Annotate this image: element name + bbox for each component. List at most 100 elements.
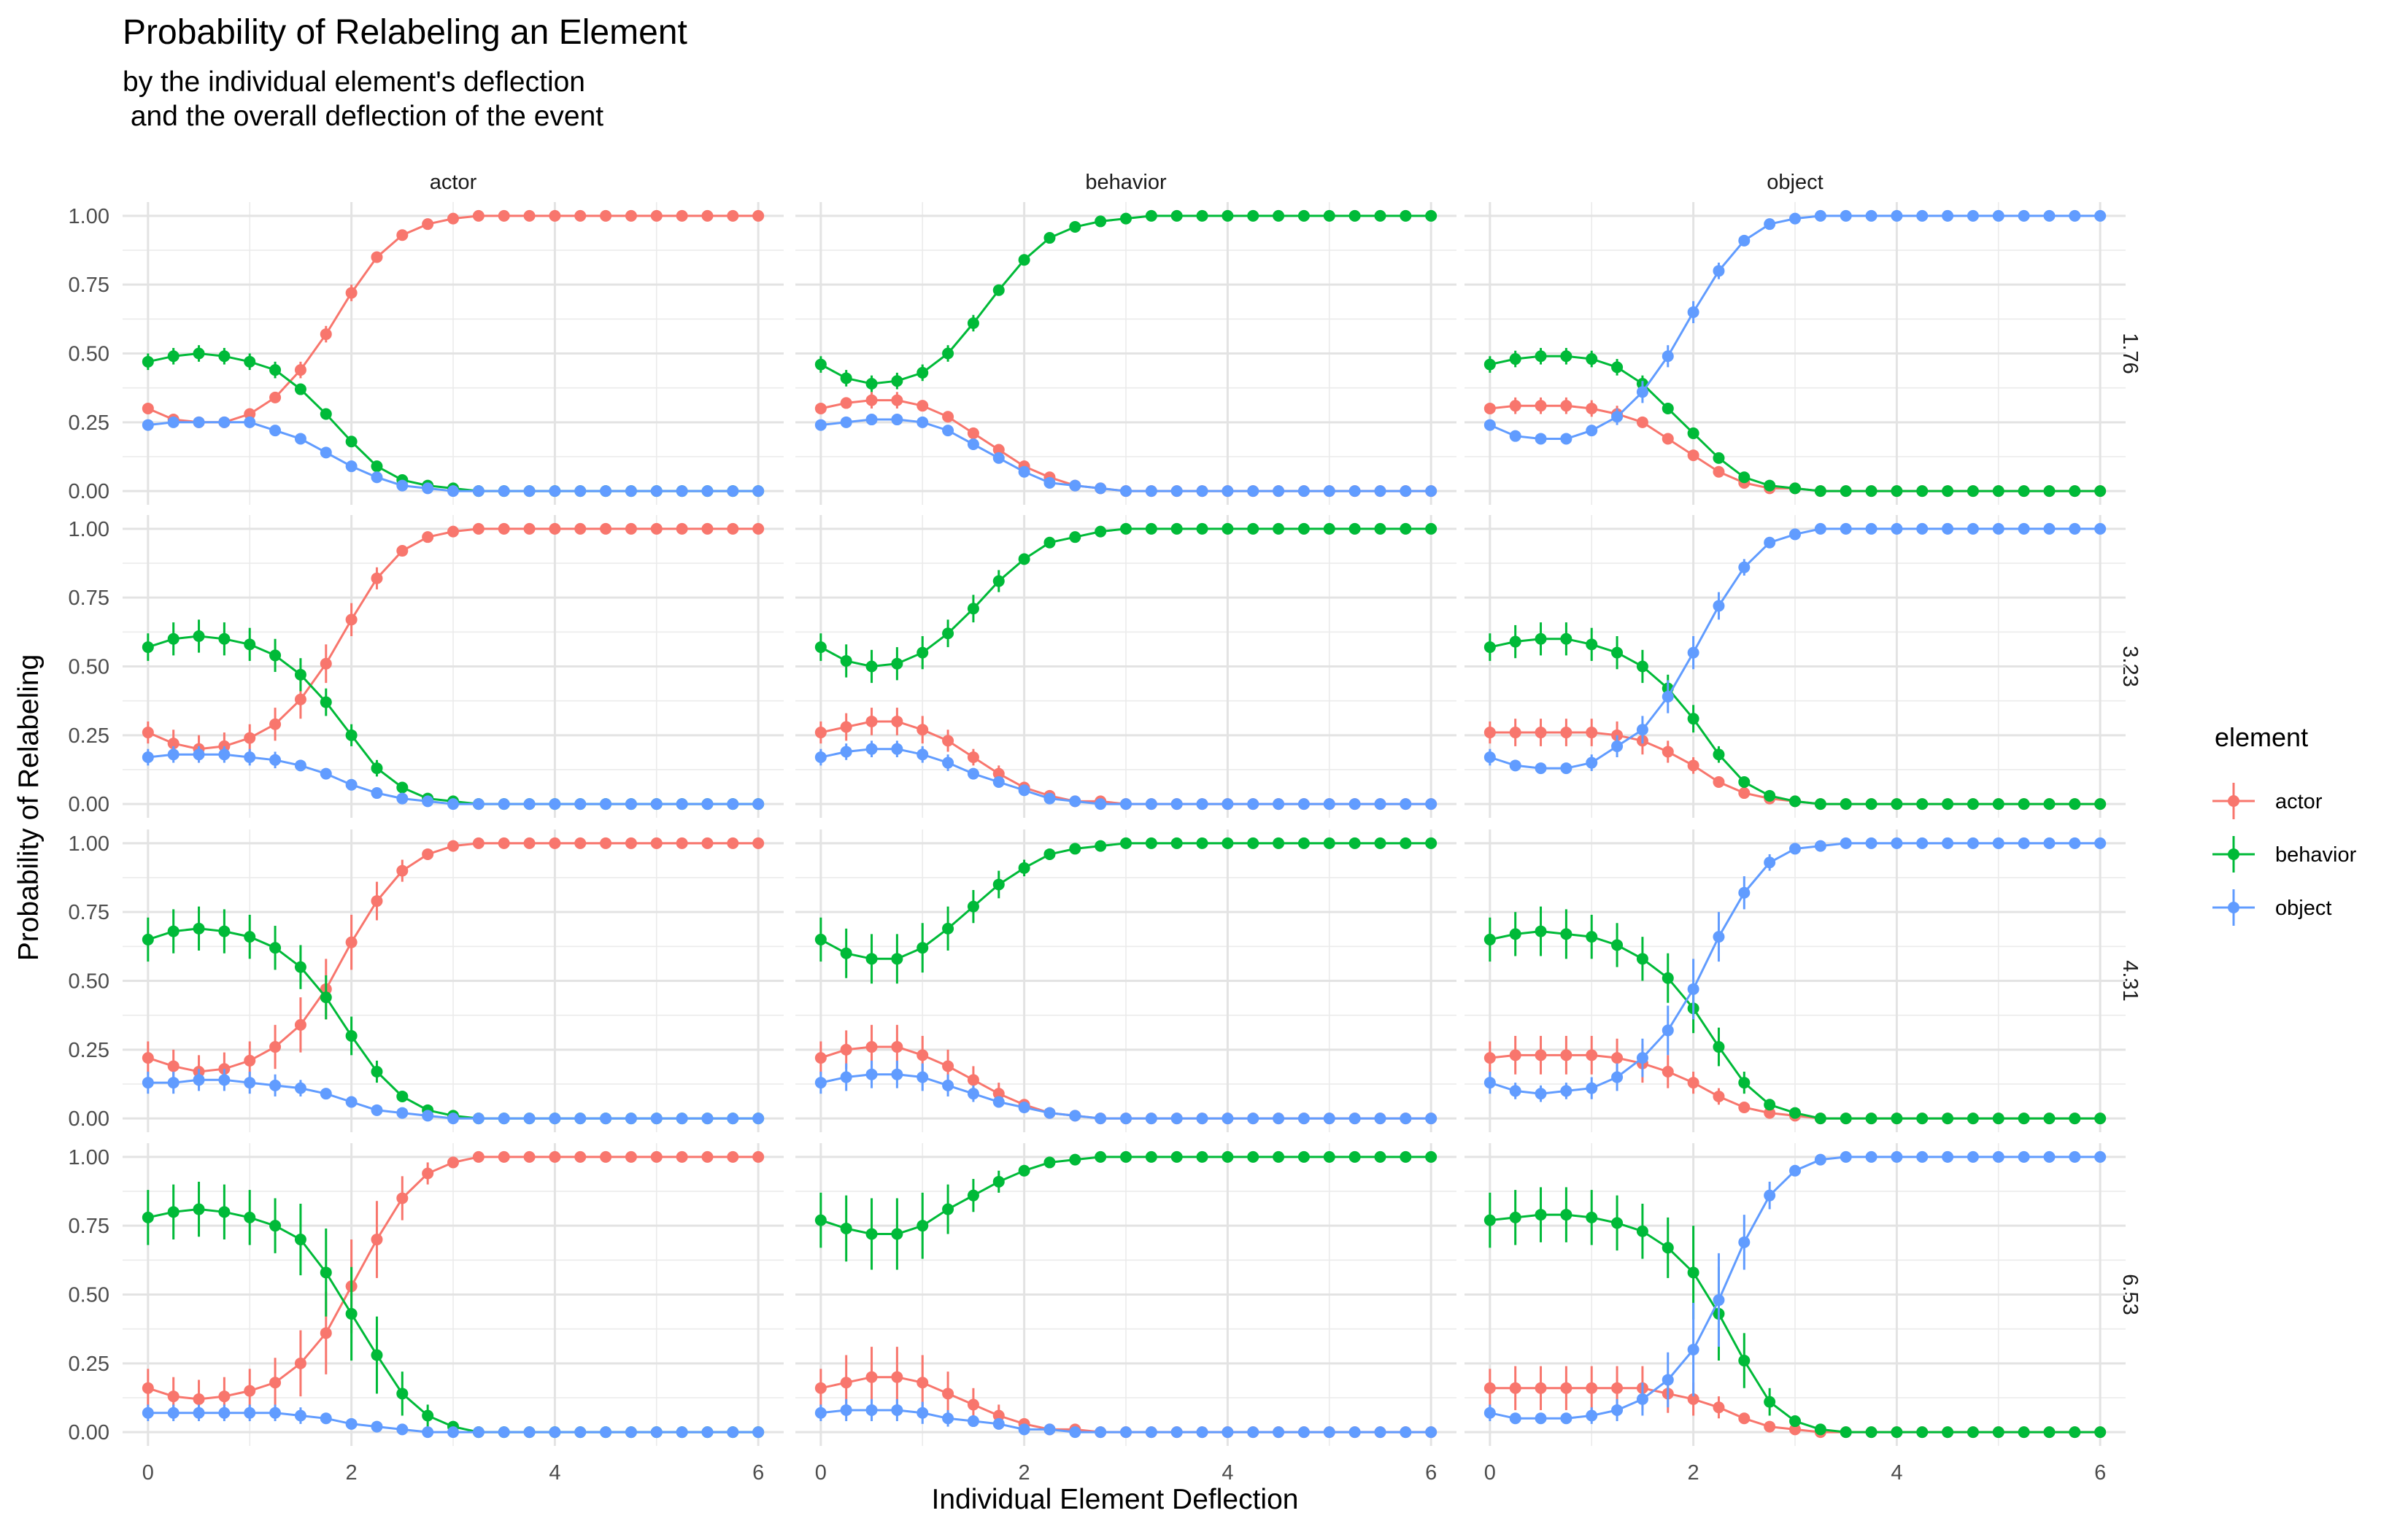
data-point — [1535, 632, 1547, 645]
data-point — [1273, 209, 1285, 222]
data-point — [1145, 837, 1157, 849]
data-point — [1865, 1150, 1878, 1163]
data-point — [193, 748, 205, 761]
data-point — [1611, 939, 1624, 951]
data-point — [142, 1052, 154, 1064]
data-point — [447, 840, 459, 852]
data-point — [1713, 775, 1725, 788]
data-point — [371, 572, 383, 584]
data-point — [2043, 209, 2056, 222]
data-point — [193, 416, 205, 428]
data-point — [1247, 1426, 1259, 1439]
data-point — [1586, 353, 1598, 365]
data-point — [1814, 798, 1826, 811]
series-behavior — [814, 837, 1438, 984]
data-point — [650, 522, 663, 535]
data-point — [2018, 837, 2030, 849]
data-point — [1374, 1426, 1386, 1439]
data-point — [396, 229, 409, 241]
data-point — [1687, 713, 1699, 725]
data-point — [1323, 798, 1335, 811]
data-point — [472, 798, 485, 811]
y-tick-label: 0.25 — [69, 1039, 109, 1062]
data-point — [1374, 798, 1386, 811]
data-point — [1018, 862, 1030, 874]
data-point — [1738, 471, 1751, 484]
series-object — [142, 1404, 765, 1439]
data-point — [1916, 1150, 1929, 1163]
series-object — [814, 740, 1438, 811]
data-point — [2069, 837, 2081, 849]
data-point — [701, 798, 714, 811]
data-point — [1535, 350, 1547, 363]
data-point — [1069, 795, 1081, 808]
data-point — [1636, 1225, 1648, 1237]
data-point — [2018, 1150, 2030, 1163]
data-point — [1247, 522, 1259, 535]
data-point — [2069, 485, 2081, 498]
data-point — [1145, 1426, 1157, 1439]
series-object — [814, 1398, 1438, 1439]
data-point — [218, 350, 231, 363]
x-tick-label: 4 — [549, 1461, 560, 1485]
data-point — [1323, 209, 1335, 222]
data-point — [1560, 632, 1572, 645]
data-point — [1611, 1217, 1624, 1229]
data-point — [1560, 1049, 1572, 1061]
data-point — [1560, 1382, 1572, 1394]
data-point — [1738, 1102, 1751, 1114]
data-point — [1992, 1150, 2004, 1163]
data-point — [218, 632, 231, 645]
data-point — [269, 718, 282, 730]
data-point — [193, 1074, 205, 1086]
data-point — [1222, 837, 1234, 849]
data-point — [1687, 449, 1699, 462]
data-point — [967, 900, 979, 913]
data-point — [916, 416, 929, 428]
data-point — [1992, 1426, 2004, 1439]
data-point — [498, 1150, 510, 1163]
data-point — [1535, 1209, 1547, 1221]
data-point — [727, 485, 739, 498]
data-point — [396, 1423, 409, 1436]
data-point — [1764, 1396, 1776, 1408]
data-point — [320, 1088, 332, 1100]
data-point — [752, 1113, 765, 1125]
data-point — [371, 895, 383, 908]
data-point — [814, 402, 827, 414]
data-point — [549, 837, 561, 849]
data-point — [574, 798, 587, 811]
data-point — [676, 522, 688, 535]
data-point — [574, 837, 587, 849]
data-point — [942, 922, 954, 935]
y-tick-label: 0.50 — [69, 1284, 109, 1307]
data-point — [1535, 433, 1547, 445]
data-point — [574, 1426, 587, 1439]
data-point — [1222, 1150, 1234, 1163]
data-point — [498, 209, 510, 222]
data-point — [1764, 1099, 1776, 1111]
data-point — [1348, 1150, 1361, 1163]
data-point — [320, 1266, 332, 1279]
data-point — [2094, 1150, 2107, 1163]
series-object — [1483, 209, 2107, 445]
x-tick-label: 2 — [1019, 1461, 1030, 1485]
data-point — [916, 400, 929, 412]
data-point — [1297, 1113, 1310, 1125]
data-point — [1560, 350, 1572, 363]
data-point — [1916, 798, 1929, 811]
facet-panels: actor behavior object1.763.234.316.530.000… — [69, 171, 2142, 1485]
data-point — [600, 1426, 612, 1439]
data-point — [472, 1426, 485, 1439]
data-point — [345, 1029, 358, 1042]
data-point — [1043, 1156, 1056, 1169]
data-point — [865, 394, 878, 406]
data-point — [1483, 358, 1496, 371]
data-point — [600, 1150, 612, 1163]
data-point — [814, 419, 827, 431]
data-point — [1586, 638, 1598, 651]
series-object — [142, 1069, 765, 1125]
data-point — [840, 1071, 852, 1083]
data-point — [1196, 522, 1208, 535]
data-point — [1170, 1150, 1183, 1163]
